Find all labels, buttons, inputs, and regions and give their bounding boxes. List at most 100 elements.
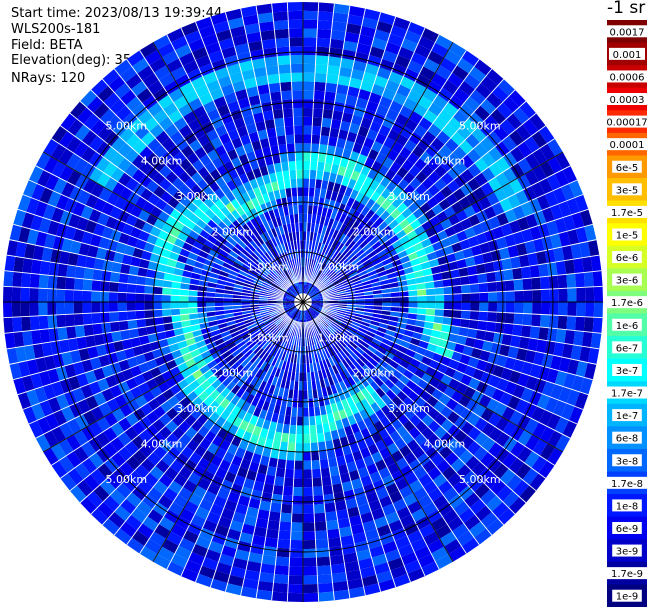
heatmap-cell <box>378 235 389 245</box>
heatmap-cell <box>344 333 353 341</box>
heatmap-cell <box>285 270 291 280</box>
heatmap-cell <box>434 287 444 296</box>
ray-separator <box>3 285 284 302</box>
heatmap-cell <box>85 395 99 411</box>
heatmap-cell <box>236 540 252 553</box>
heatmap-cell <box>496 280 506 292</box>
heatmap-cell <box>478 311 488 322</box>
heatmap-cell <box>64 289 74 302</box>
heatmap-cell <box>303 531 316 541</box>
heatmap-cell <box>299 354 303 364</box>
heatmap-cell <box>423 321 434 330</box>
heatmap-cell <box>495 416 510 432</box>
heatmap-cell <box>227 491 241 504</box>
heatmap-cell <box>391 336 402 346</box>
heatmap-cell <box>388 71 404 85</box>
heatmap-cell <box>314 344 320 354</box>
heatmap-cell <box>241 223 252 234</box>
heatmap-cell <box>280 332 287 342</box>
heatmap-cell <box>106 473 123 490</box>
heatmap-cell <box>221 216 233 228</box>
heatmap-cell <box>364 246 375 256</box>
heatmap-cell <box>544 190 559 208</box>
heatmap-cell <box>303 390 309 400</box>
heatmap-cell <box>258 572 275 583</box>
heatmap-cell <box>229 520 244 533</box>
heatmap-cell <box>488 291 498 302</box>
heatmap-cell <box>229 71 244 84</box>
heatmap-cell <box>312 250 317 260</box>
heatmap-cell <box>317 261 323 271</box>
heatmap-cell <box>278 320 286 329</box>
heatmap-cell <box>166 258 178 268</box>
heatmap-cell <box>69 485 87 503</box>
ray-separator <box>322 239 597 299</box>
heatmap-cell <box>483 114 500 131</box>
heatmap-cell <box>560 403 575 421</box>
heatmap-cell <box>375 183 386 195</box>
heatmap-cell <box>102 68 120 86</box>
ray-separator <box>22 194 285 296</box>
heatmap-cell <box>261 242 270 252</box>
heatmap-cell <box>259 500 272 512</box>
heatmap-cell <box>339 157 350 168</box>
heatmap-cell <box>278 225 285 235</box>
heatmap-cell <box>377 326 387 334</box>
heatmap-cell <box>344 31 360 44</box>
heatmap-cell <box>277 180 286 190</box>
heatmap-cell <box>91 302 101 314</box>
heatmap-cell <box>308 187 315 197</box>
heatmap-cell <box>347 376 356 387</box>
heatmap-cell <box>379 253 390 262</box>
colorbar-label-bg <box>612 363 642 376</box>
heatmap-cell <box>195 535 212 550</box>
heatmap-cell <box>175 137 189 152</box>
heatmap-cell <box>425 281 435 290</box>
heatmap-cell <box>391 296 401 302</box>
heatmap-cell <box>230 405 242 417</box>
heatmap-cell <box>499 468 516 485</box>
heatmap-cell <box>423 58 440 73</box>
heatmap-cell <box>316 285 325 292</box>
heatmap-cell <box>200 379 212 391</box>
heatmap-cell <box>515 398 529 415</box>
heatmap-cell <box>56 276 67 290</box>
heatmap-cell <box>244 318 254 325</box>
heatmap-cell <box>318 273 326 282</box>
heatmap-cell <box>76 254 88 268</box>
heatmap-cell <box>460 217 473 231</box>
heatmap-cell <box>138 429 153 444</box>
heatmap-cell <box>512 384 526 399</box>
heatmap-cell <box>392 224 403 235</box>
heatmap-cell <box>290 308 298 316</box>
heatmap-cell <box>350 274 360 281</box>
heatmap-cell <box>327 311 336 317</box>
heatmap-cell <box>264 343 272 352</box>
heatmap-cell <box>330 260 339 270</box>
heatmap-cell <box>334 146 345 158</box>
heatmap-cell <box>332 483 344 494</box>
heatmap-cell <box>213 570 230 584</box>
heatmap-cell <box>346 308 356 313</box>
heatmap-cell <box>323 317 332 325</box>
heatmap-cell <box>468 111 484 128</box>
heatmap-cell <box>208 50 224 64</box>
heatmap-cell <box>126 283 137 294</box>
heatmap-cell <box>264 56 279 67</box>
heatmap-cell <box>327 347 334 357</box>
heatmap-cell <box>47 314 58 329</box>
heatmap-cell <box>315 547 330 558</box>
heatmap-cell <box>170 295 180 302</box>
heatmap-cell <box>310 306 318 313</box>
heatmap-cell <box>3 302 13 318</box>
heatmap-cell <box>395 457 409 471</box>
heatmap-cell <box>59 339 70 354</box>
heatmap-cell <box>510 146 525 163</box>
heatmap-cell <box>324 502 337 513</box>
heatmap-cell <box>284 125 295 136</box>
heatmap-cell <box>465 455 480 471</box>
heatmap-cell <box>365 233 376 243</box>
heatmap-cell <box>560 183 575 201</box>
heatmap-cell <box>223 92 238 105</box>
heatmap-cell <box>298 284 302 294</box>
